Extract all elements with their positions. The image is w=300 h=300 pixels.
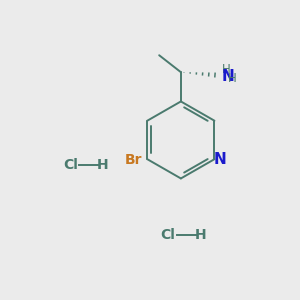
Text: N: N (221, 68, 234, 83)
Text: Cl: Cl (160, 228, 175, 242)
Text: Cl: Cl (63, 158, 78, 172)
Text: Br: Br (124, 153, 142, 167)
Text: H: H (97, 158, 108, 172)
Text: H: H (194, 228, 206, 242)
Text: H: H (221, 63, 230, 76)
Text: H: H (228, 72, 236, 85)
Text: N: N (214, 152, 226, 167)
